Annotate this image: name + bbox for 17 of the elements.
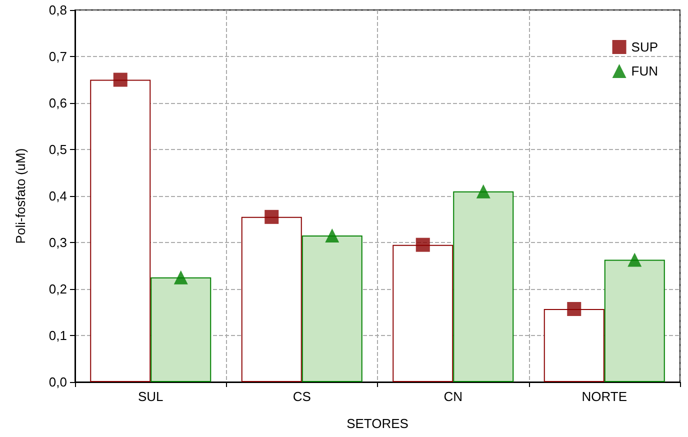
y-tick-label: 0,6 (48, 96, 67, 110)
x-tick-label: NORTE (582, 389, 628, 404)
y-tick-label: 0,7 (48, 49, 67, 64)
y-tick-label: 0,4 (48, 188, 67, 204)
x-tick-label: CN (444, 389, 463, 404)
y-tick-label: 0,1 (48, 328, 67, 343)
y-tick-label: 0,2 (48, 282, 67, 296)
y-tick-label: 0,8 (48, 2, 67, 18)
legend-label: SUP (631, 40, 658, 54)
y-axis-title: Poli-fosfato (uM) (13, 148, 28, 244)
y-tick-label: 0,5 (48, 142, 67, 157)
y-tick-label: 0,3 (48, 235, 67, 250)
legend-label: FUN (631, 64, 658, 78)
x-tick-label: SUL (138, 389, 164, 404)
y-tick-label: 0,0 (48, 374, 67, 390)
x-axis-title: SETORES (346, 416, 409, 431)
x-tick-label: CS (292, 389, 312, 404)
